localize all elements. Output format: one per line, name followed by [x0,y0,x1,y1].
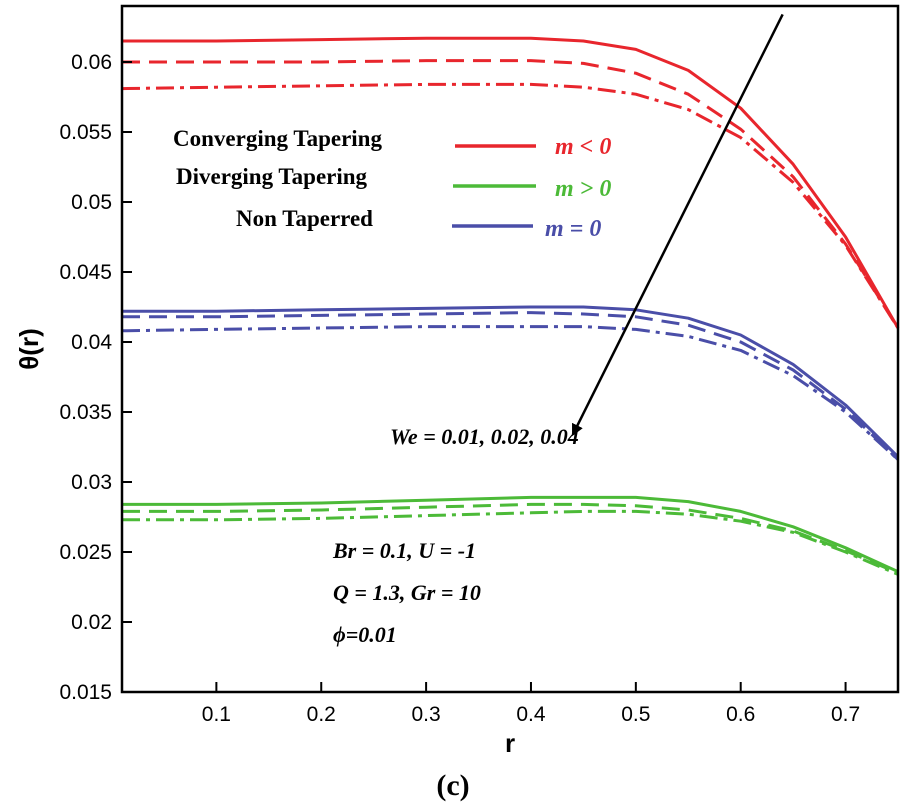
param-line-1: Br = 0.1, U = -1 [332,538,476,563]
legend-label-converging: Converging Tapering [173,126,382,151]
legend-symbol-non-tapered: m = 0 [545,216,601,242]
x-tick-label: 0.3 [412,703,441,726]
plot-frame [120,4,900,694]
legend-label-diverging: Diverging Tapering [176,164,368,189]
x-tick-label: 0.6 [726,703,755,726]
we-label: We = 0.01, 0.02, 0.04 [390,424,579,449]
x-axis-title: r [505,728,515,758]
y-tick-label: 0.055 [59,121,112,144]
y-tick-label: 0.06 [71,51,112,74]
y-tick-label: 0.045 [59,261,112,284]
y-tick-label: 0.025 [59,541,112,564]
figure-caption: (c) [436,769,469,802]
param-line-3: ϕ=0.01 [333,622,397,647]
series-converging-solid [122,36,900,329]
y-axis: 0.015 0.02 0.025 0.03 0.035 0.04 0.045 0.05 0.05… [59,51,132,704]
x-tick-label: 0.7 [831,703,860,726]
param-line-2: Q = 1.3, Gr = 10 [333,580,481,605]
legend: Converging Tapering m < 0 Diverging Tape… [173,126,611,242]
x-tick-label: 0.5 [621,703,650,726]
legend-label-non-tapered: Non Taperred [236,206,373,231]
y-tick-label: 0.03 [71,471,112,494]
series-layer [121,36,900,576]
x-axis: 0.1 0.2 0.3 0.4 0.5 0.6 0.7 [202,682,860,726]
x-tick-label: 0.4 [516,703,546,726]
series-diverging-solid [122,495,899,573]
y-tick-label: 0.015 [59,681,112,704]
legend-symbol-diverging: m > 0 [555,176,611,202]
series-non_tapered-solid [122,305,900,458]
series-diverging-dashdot [122,509,899,576]
y-axis-title: θ(r) [14,328,44,370]
legend-symbol-converging: m < 0 [555,134,611,160]
y-tick-label: 0.035 [59,401,112,424]
x-tick-label: 0.2 [307,703,336,726]
y-tick-label: 0.02 [71,611,112,634]
series-converging-dashdot [121,82,900,329]
x-tick-label: 0.1 [202,703,231,726]
series-non_tapered-dashed [122,311,900,461]
series-non_tapered-dashdot [121,325,900,461]
y-tick-label: 0.05 [71,191,112,214]
we-arrow [571,13,784,437]
y-tick-label: 0.04 [71,331,112,354]
series-converging-dashed [122,59,900,329]
